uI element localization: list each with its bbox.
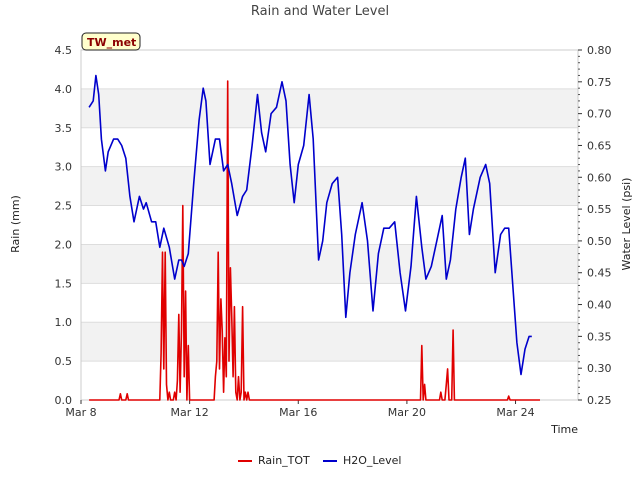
y-right-tick-7: 0.60 xyxy=(587,171,612,184)
legend-label-rain: Rain_TOT xyxy=(258,454,310,467)
y-right-tick-8: 0.65 xyxy=(587,139,612,152)
x-axis-title: Time xyxy=(550,423,578,436)
x-tick-1: Mar 12 xyxy=(171,406,209,419)
y-left-tick-4: 2.0 xyxy=(55,238,73,251)
series-layer xyxy=(88,74,540,401)
y-left-tick-8: 4.0 xyxy=(55,83,73,96)
x-axis-ticks: Mar 8 Mar 12 Mar 16 Mar 20 Mar 24 xyxy=(65,400,535,419)
y-left-tick-7: 3.5 xyxy=(55,122,73,135)
x-tick-4: Mar 24 xyxy=(496,406,534,419)
y-left-tick-2: 1.0 xyxy=(55,316,73,329)
legend: Rain_TOT H2O_Level xyxy=(238,454,401,467)
y-right-tick-5: 0.50 xyxy=(587,235,612,248)
y-left-tick-1: 0.5 xyxy=(55,355,73,368)
band-0 xyxy=(81,322,578,362)
y-left-tick-6: 3.0 xyxy=(55,161,73,174)
series-line-h2o-level xyxy=(88,74,532,376)
y-right-tick-9: 0.70 xyxy=(587,108,612,121)
y-left-axis-title: Rain (mm) xyxy=(9,195,22,253)
y-left-tick-0: 0.0 xyxy=(55,394,73,407)
station-badge-box xyxy=(81,32,141,51)
y-left-tick-9: 4.5 xyxy=(55,44,73,57)
legend-item-h2o: H2O_Level xyxy=(323,454,401,467)
y-left-axis-ticks: 0.0 0.5 1.0 1.5 2.0 2.5 3.0 3.5 4.0 4.5 xyxy=(55,44,73,407)
chart-title: Rain and Water Level xyxy=(251,4,389,19)
band-3 xyxy=(81,88,578,128)
x-tick-0: Mar 8 xyxy=(65,406,96,419)
legend-label-h2o: H2O_Level xyxy=(343,454,401,467)
series-line-rain-tot xyxy=(89,80,540,401)
y-left-tick-3: 1.5 xyxy=(55,277,73,290)
band-2 xyxy=(81,166,578,206)
y-right-tick-10: 0.75 xyxy=(587,76,612,89)
x-tick-2: Mar 16 xyxy=(279,406,317,419)
x-tick-3: Mar 20 xyxy=(388,406,426,419)
y-right-axis-ticks: 0.25 0.30 0.35 0.40 0.45 0.50 0.55 0.60 0.65 0.70… xyxy=(578,44,612,407)
y-right-tick-0: 0.25 xyxy=(587,394,612,407)
band-1 xyxy=(81,244,578,284)
y-right-tick-2: 0.35 xyxy=(587,330,612,343)
station-badge: TW_met xyxy=(81,32,141,51)
y-right-tick-3: 0.40 xyxy=(587,299,612,312)
y-left-tick-5: 2.5 xyxy=(55,200,73,213)
y-right-tick-4: 0.45 xyxy=(587,267,612,280)
legend-item-rain: Rain_TOT xyxy=(238,454,310,467)
y-right-axis-title: Water Level (psi) xyxy=(620,178,633,271)
y-right-tick-1: 0.30 xyxy=(587,362,612,375)
y-right-tick-11: 0.80 xyxy=(587,44,612,57)
station-badge-label: TW_met xyxy=(87,36,136,49)
y-right-tick-6: 0.55 xyxy=(587,203,612,216)
